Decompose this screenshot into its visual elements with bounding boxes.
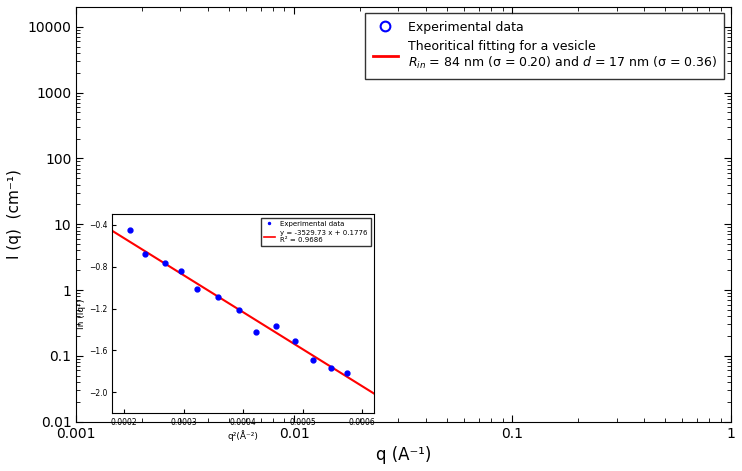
Legend: Experimental data, Theoritical fitting for a vesicle
$R_{in}$ = 84 nm (σ = 0.20): Experimental data, Theoritical fitting f… xyxy=(365,13,724,79)
X-axis label: q (A⁻¹): q (A⁻¹) xyxy=(375,446,431,464)
Y-axis label: I (q)  (cm⁻¹): I (q) (cm⁻¹) xyxy=(7,170,22,259)
